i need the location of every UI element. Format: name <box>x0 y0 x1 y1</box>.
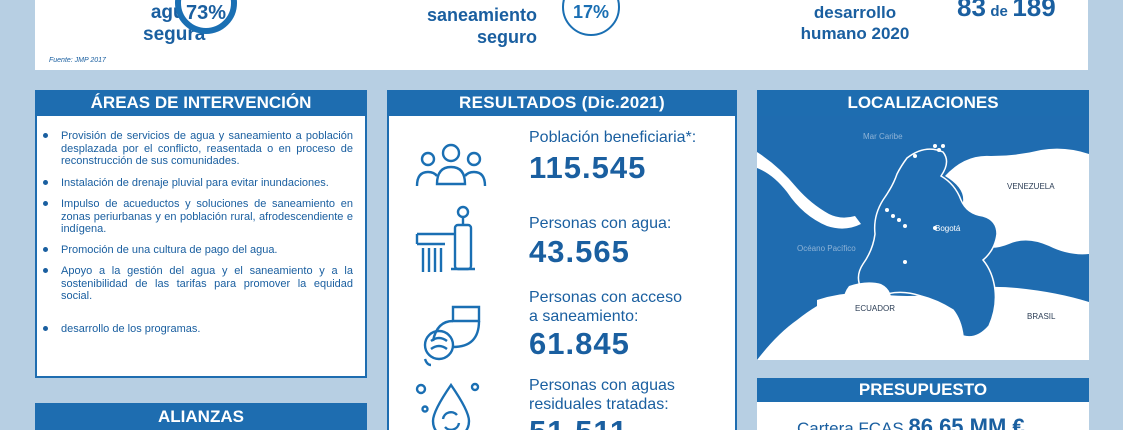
stat-value-agua: 43.565 <box>529 234 630 269</box>
saneamiento-seguro-label: saneamiento seguro <box>426 5 537 47</box>
list-item: desarrollo de los programas. <box>43 323 353 336</box>
agua-percent-value: 73% <box>185 2 227 24</box>
idh-rank: 83 de 189 <box>957 0 1056 23</box>
map-label-brasil: BRASIL <box>1027 312 1056 321</box>
list-item: Impulso de acueductos y soluciones de sa… <box>43 198 353 235</box>
top-banner: agua segura 73% saneamiento seguro 17% d… <box>35 0 1088 70</box>
localizaciones-title: LOCALIZACIONES <box>757 90 1089 116</box>
alianzas-title: ALIANZAS <box>35 403 367 430</box>
presupuesto-panel: Cartera FCAS 86,65 MM € <box>757 402 1089 430</box>
stat-label-saneamiento: Personas con acceso a saneamiento: <box>529 289 682 325</box>
areas-title: ÁREAS DE INTERVENCIÓN <box>35 90 367 116</box>
map-label-venezuela: VENEZUELA <box>1007 182 1055 191</box>
people-icon <box>415 143 487 187</box>
map-label-ecuador: ECUADOR <box>855 304 896 313</box>
areas-panel: Provisión de servicios de agua y saneami… <box>35 116 367 378</box>
stat-value-poblacion: 115.545 <box>529 150 647 185</box>
map-image <box>757 116 1089 360</box>
resultados-title: RESULTADOS (Dic.2021) <box>387 90 737 116</box>
list-item: Instalación de drenaje pluvial para evit… <box>43 177 353 190</box>
rank-value: 83 <box>957 0 986 22</box>
stat-label-agua: Personas con agua: <box>529 215 672 232</box>
water-tap-icon <box>415 205 475 272</box>
saneamiento-percent-value: 17% <box>572 2 610 22</box>
map-label-bogota: Bogotá <box>935 224 961 233</box>
stat-value-residuales: 51.511 <box>529 414 628 430</box>
stat-label-poblacion: Población beneficiaria*: <box>529 129 697 146</box>
desarrollo-humano-label: desarrollo humano 2020 <box>800 3 910 43</box>
fuente-note: Fuente: JMP 2017 <box>49 57 106 64</box>
rank-de: de <box>990 3 1008 20</box>
water-recycle-icon <box>415 382 480 430</box>
areas-list: Provisión de servicios de agua y saneami… <box>37 116 365 335</box>
sanitation-pipe-icon <box>423 305 481 367</box>
rank-total: 189 <box>1012 0 1056 22</box>
list-item: Apoyo a la gestión del agua y el saneami… <box>43 265 353 302</box>
cartera-fcas: Cartera FCAS 86,65 MM € <box>797 414 1025 430</box>
saneamiento-percent-ring: 17% <box>562 0 620 36</box>
location-map: Mar Caribe VENEZUELA Bogotá Océano Pacíf… <box>757 116 1089 360</box>
presupuesto-title: PRESUPUESTO <box>757 378 1089 402</box>
resultados-panel: Población beneficiaria*: 115.545 Persona… <box>387 116 737 430</box>
stat-label-residuales: Personas con aguas residuales tratadas: <box>529 377 675 413</box>
map-label-oceano-pacifico: Océano Pacífico <box>797 244 856 253</box>
map-label-mar-caribe: Mar Caribe <box>863 132 903 141</box>
stat-value-saneamiento: 61.845 <box>529 326 630 361</box>
list-item: Provisión de servicios de agua y saneami… <box>43 130 353 167</box>
list-item: Promoción de una cultura de pago del agu… <box>43 244 353 257</box>
